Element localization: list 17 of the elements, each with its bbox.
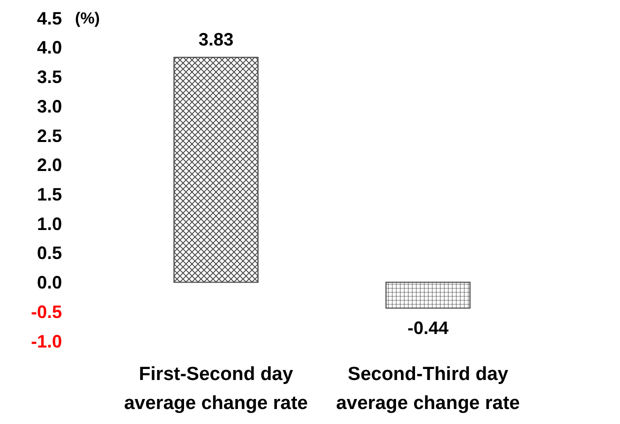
y-tick-label: 2.0 bbox=[36, 155, 62, 176]
y-tick-label: 1.0 bbox=[36, 214, 62, 234]
x-tick-label: First-Second day average change rate bbox=[124, 364, 308, 414]
y-tick-label: 2.5 bbox=[36, 126, 62, 146]
y-tick-label: 3.5 bbox=[36, 67, 62, 88]
x-tick-label: Second-Third day average change rate bbox=[336, 364, 520, 414]
y-axis-title: (%) bbox=[75, 10, 100, 28]
y-tick-label: 0.5 bbox=[36, 243, 62, 264]
y-tick-label: 4.5 bbox=[36, 8, 62, 28]
y-tick-label: -1.0 bbox=[30, 331, 62, 352]
y-tick-label: 4.0 bbox=[36, 38, 62, 58]
y-tick-label: -0.5 bbox=[30, 302, 62, 322]
y-tick-label: 1.5 bbox=[36, 184, 62, 204]
y-tick-label: 0.0 bbox=[36, 272, 62, 293]
y-tick-label: 3.0 bbox=[36, 96, 62, 116]
data-label: 3.83 bbox=[198, 29, 234, 50]
data-label: -0.44 bbox=[407, 318, 449, 338]
